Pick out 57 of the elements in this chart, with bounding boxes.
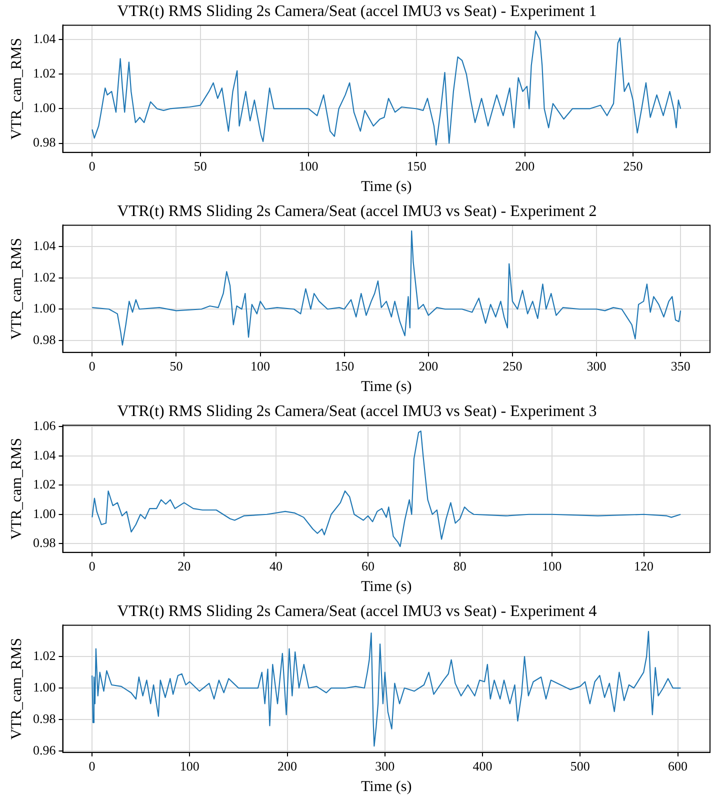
x-tick-label: 300 <box>586 358 606 374</box>
y-tick-label: 1.00 <box>33 679 56 694</box>
x-tick-label: 0 <box>88 158 96 174</box>
x-tick-label: 20 <box>178 558 191 574</box>
y-tick-label: 1.04 <box>33 238 56 254</box>
y-tick-label: 1.02 <box>33 648 56 664</box>
y-tick-label: 1.00 <box>33 506 56 521</box>
x-tick-label: 50 <box>170 358 183 374</box>
x-tick-label: 250 <box>623 158 643 174</box>
x-axis-title: Time (s) <box>361 378 412 395</box>
y-tick-label: 0.96 <box>33 742 56 758</box>
y-tick-label: 1.04 <box>33 31 56 46</box>
y-tick-label: 1.00 <box>33 300 56 316</box>
y-axis-title: VTR_cam_RMS <box>8 438 25 540</box>
x-tick-label: 120 <box>634 558 654 574</box>
x-tick-label: 250 <box>502 358 522 374</box>
x-tick-label: 300 <box>375 758 395 774</box>
x-tick-label: 80 <box>453 558 466 574</box>
x-tick-label: 100 <box>542 558 562 574</box>
x-tick-label: 200 <box>515 158 535 174</box>
x-tick-label: 100 <box>298 158 318 174</box>
y-axis-title: VTR_cam_RMS <box>8 38 25 140</box>
x-tick-label: 0 <box>88 358 96 374</box>
y-tick-label: 1.02 <box>33 269 56 284</box>
y-tick-label: 0.98 <box>33 710 56 726</box>
x-tick-label: 150 <box>406 158 426 174</box>
x-tick-label: 350 <box>670 358 690 374</box>
y-axis-title: VTR_cam_RMS <box>8 638 25 740</box>
y-tick-label: 1.06 <box>33 418 56 434</box>
x-tick-label: 0 <box>88 558 96 574</box>
x-axis-title: Time (s) <box>361 778 412 795</box>
x-tick-label: 600 <box>668 758 688 774</box>
chart-title: VTR(t) RMS Sliding 2s Camera/Seat (accel IMU3 vs Seat) - Experiment 3 <box>117 402 597 420</box>
x-axis-title: Time (s) <box>361 578 412 595</box>
x-tick-label: 500 <box>570 758 590 774</box>
y-tick-label: 1.02 <box>33 66 56 81</box>
x-tick-label: 40 <box>270 558 283 574</box>
y-tick-label: 0.98 <box>33 535 56 550</box>
y-axis-title: VTR_cam_RMS <box>8 238 25 340</box>
x-tick-label: 200 <box>418 358 438 374</box>
x-tick-label: 150 <box>334 358 354 374</box>
y-tick-label: 1.04 <box>33 447 56 462</box>
x-tick-label: 100 <box>250 358 270 374</box>
chart-title: VTR(t) RMS Sliding 2s Camera/Seat (accel IMU3 vs Seat) - Experiment 2 <box>117 202 597 220</box>
y-tick-label: 1.00 <box>33 100 56 116</box>
x-tick-label: 50 <box>194 158 207 174</box>
x-tick-label: 60 <box>361 558 374 574</box>
y-tick-label: 0.98 <box>33 332 56 347</box>
x-axis-title: Time (s) <box>361 178 412 195</box>
y-tick-label: 1.02 <box>33 476 56 492</box>
chart-title: VTR(t) RMS Sliding 2s Camera/Seat (accel IMU3 vs Seat) - Experiment 4 <box>117 602 597 620</box>
y-tick-label: 0.98 <box>33 134 56 150</box>
x-tick-label: 400 <box>472 758 492 774</box>
x-tick-label: 100 <box>180 758 200 774</box>
x-tick-label: 200 <box>278 758 298 774</box>
chart-title: VTR(t) RMS Sliding 2s Camera/Seat (accel IMU3 vs Seat) - Experiment 1 <box>117 2 597 20</box>
x-tick-label: 0 <box>88 758 96 774</box>
